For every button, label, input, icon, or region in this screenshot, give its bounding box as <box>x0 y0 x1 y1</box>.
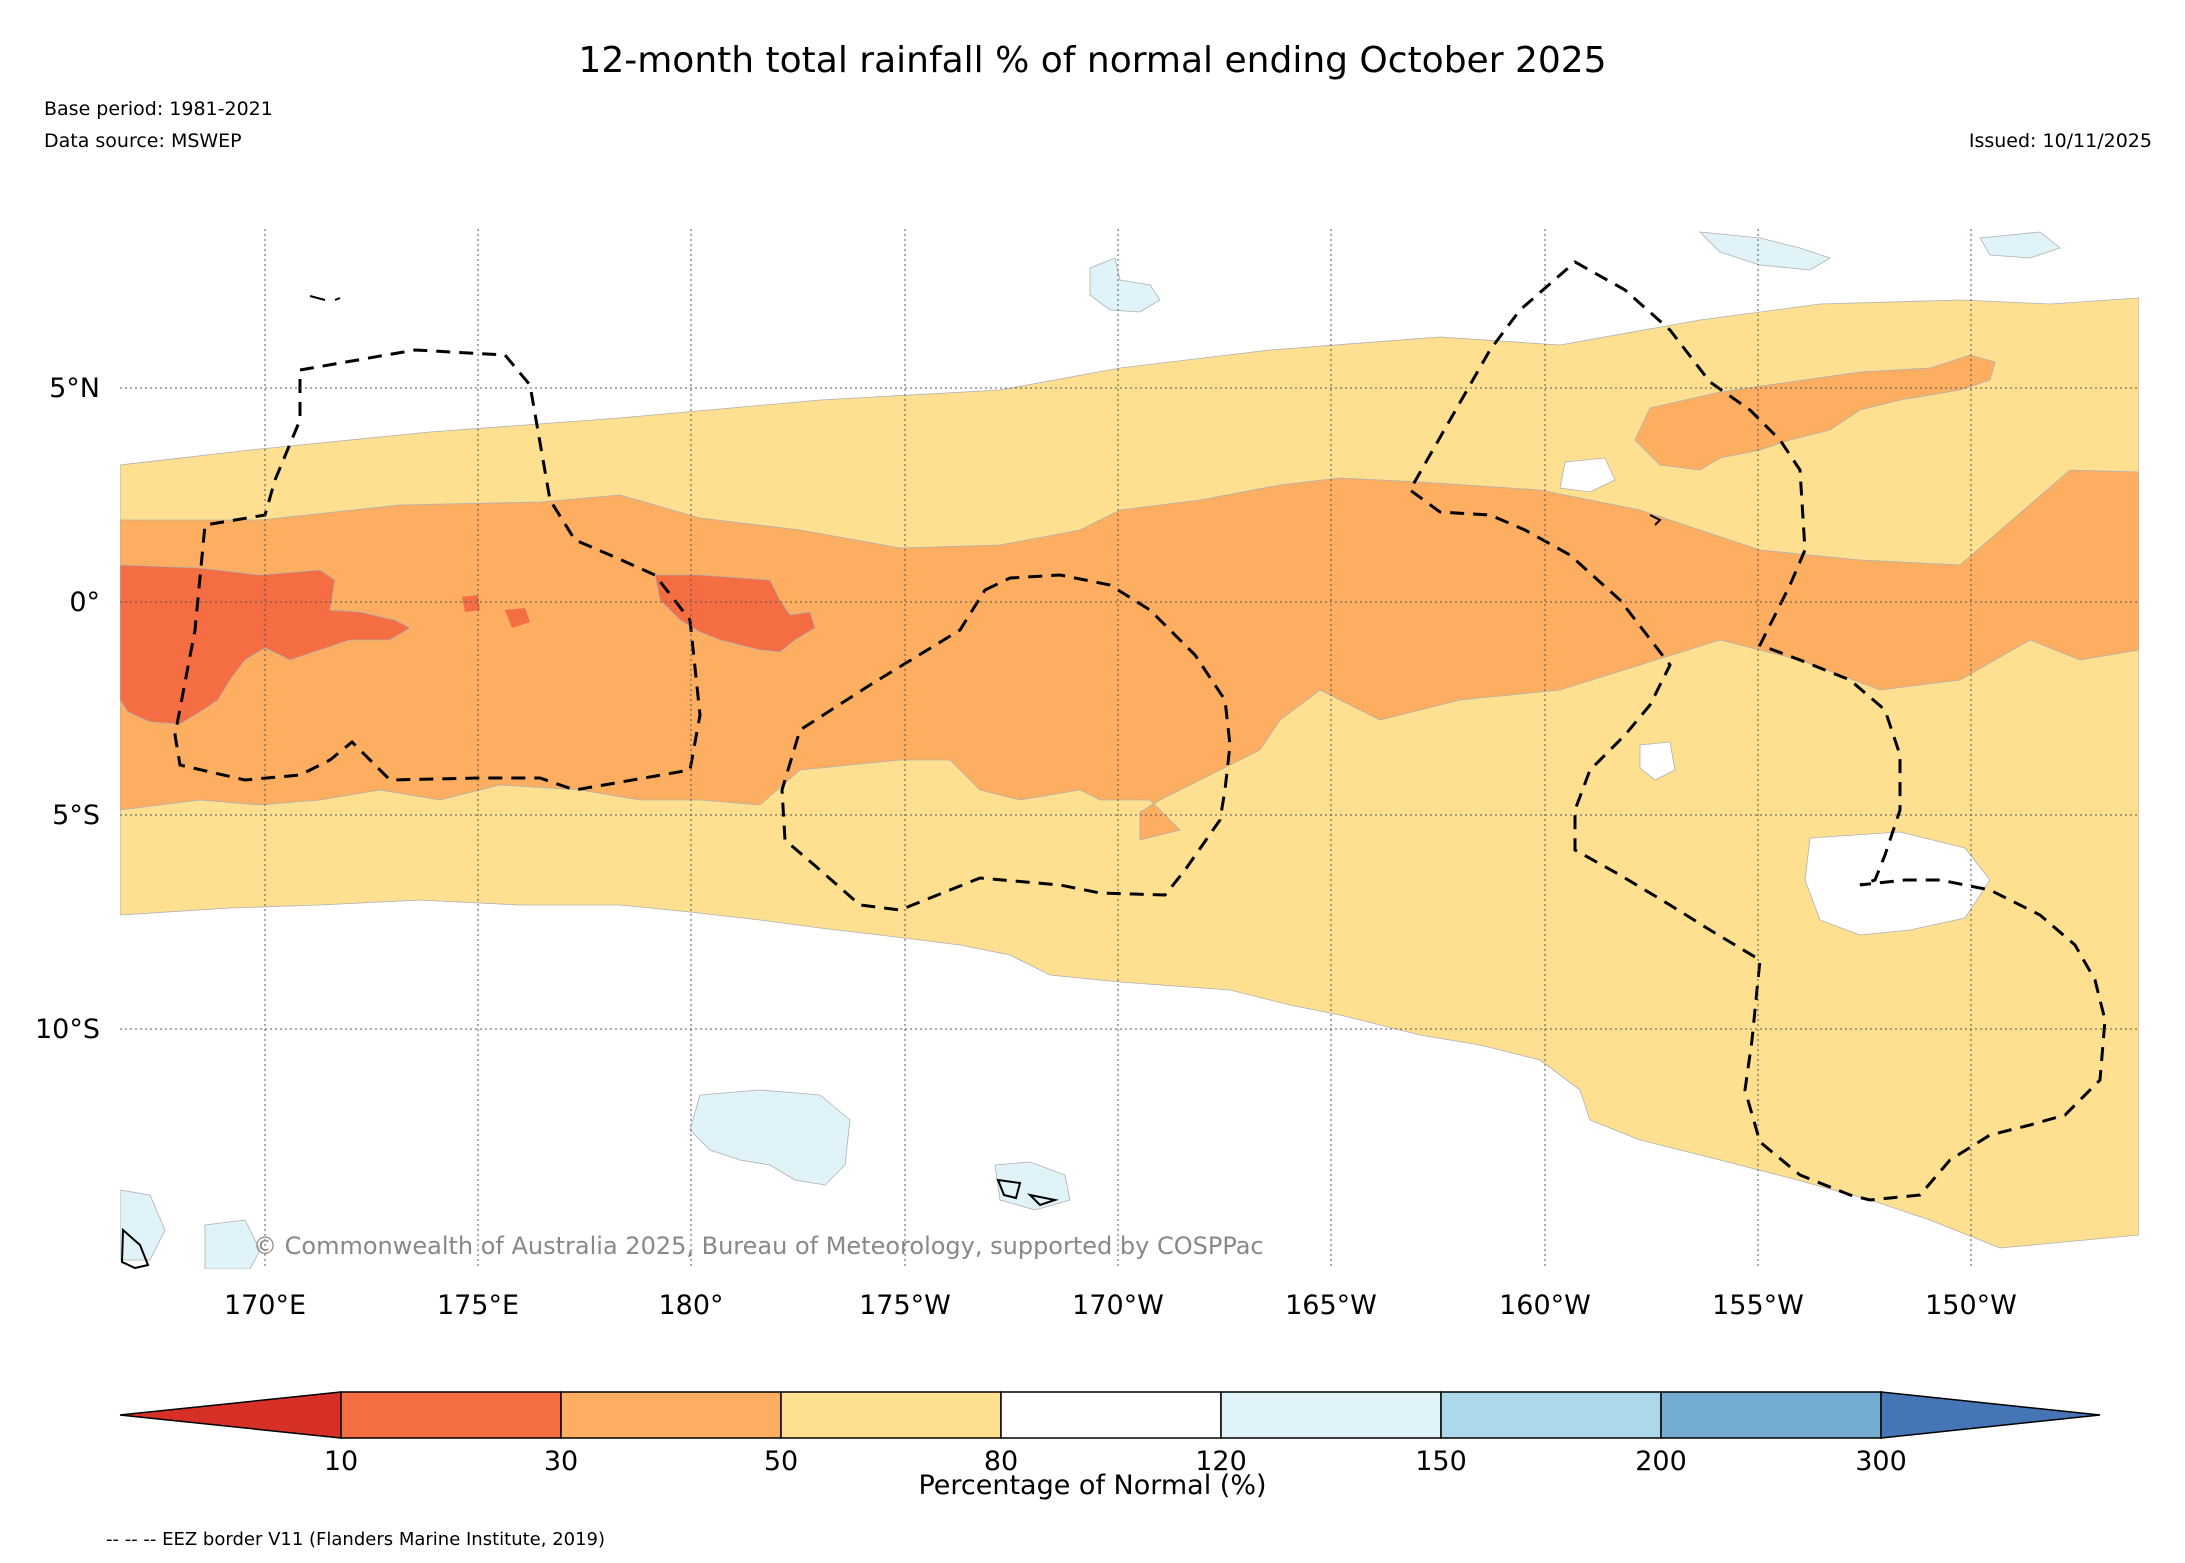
colorbar-tick: 10 <box>324 1446 358 1477</box>
eez-borders <box>173 260 2107 1202</box>
issued-date: Issued: 10/11/2025 <box>1968 130 2152 152</box>
lon-label: 165°W <box>1285 1290 1377 1321</box>
data-source: Data source: MSWEP <box>44 130 242 152</box>
colorbar-segment <box>780 1391 1002 1439</box>
graticule <box>120 229 2139 1269</box>
lon-label: 180° <box>658 1290 723 1321</box>
region-80-120-patch <box>1559 457 1616 493</box>
colorbar-segment <box>1660 1391 1882 1439</box>
base-period: Base period: 1981-2021 <box>44 98 273 120</box>
colorbar-tick: 80 <box>984 1446 1018 1477</box>
lon-label: 155°W <box>1712 1290 1804 1321</box>
eez-legend: -- -- -- EEZ border V11 (Flanders Marine… <box>106 1529 606 1550</box>
page-title: 12-month total rainfall % of normal endi… <box>578 40 1607 81</box>
colorbar: 10 30 50 80 120 150 200 300 <box>119 1391 2101 1477</box>
lon-label: 175°W <box>859 1290 951 1321</box>
island-outline <box>120 1227 150 1269</box>
colorbar-tick: 50 <box>764 1446 798 1477</box>
lat-label: 10°S <box>35 1014 100 1045</box>
lat-label: 5°S <box>52 800 100 831</box>
region-120-150 <box>204 1219 261 1269</box>
region-120-150 <box>1698 231 1831 271</box>
region-80-120-patch <box>1804 831 1991 936</box>
region-120-150 <box>120 1189 166 1261</box>
colorbar-tick: 150 <box>1415 1446 1467 1477</box>
lon-label: 170°E <box>224 1290 306 1321</box>
region-10-30-spot <box>462 595 480 612</box>
eez-border-kiribati-phoenix <box>780 573 1232 912</box>
colorbar-segment <box>560 1391 782 1439</box>
island-outline <box>1649 514 1662 526</box>
colorbar-tick: 120 <box>1195 1446 1247 1477</box>
island-outline <box>1026 1193 1059 1207</box>
colorbar-segment <box>1440 1391 1662 1439</box>
colorbar-segment <box>1220 1391 1442 1439</box>
region-10-30-dateline <box>654 574 816 653</box>
colorbar-tick: 200 <box>1635 1446 1687 1477</box>
island-outline <box>996 1178 1022 1200</box>
rainfall-field <box>120 229 2139 1269</box>
lon-label: 160°W <box>1499 1290 1591 1321</box>
colorbar-tick: 300 <box>1855 1446 1907 1477</box>
region-120-150 <box>689 1089 851 1186</box>
colorbar-label: Percentage of Normal (%) <box>918 1470 1267 1501</box>
eez-border-line-islands <box>1408 260 2107 1202</box>
colorbar-extend-low <box>119 1391 342 1439</box>
region-30-50-northeast <box>1634 354 1996 471</box>
lon-label: 150°W <box>1925 1290 2017 1321</box>
lat-label: 5°N <box>49 373 100 404</box>
region-120-150 <box>1979 231 2061 259</box>
lon-label: 175°E <box>437 1290 519 1321</box>
lat-label: 0° <box>69 587 100 618</box>
lon-label: 170°W <box>1072 1290 1164 1321</box>
region-120-150 <box>1089 257 1161 313</box>
eez-border-kiribati-gilberts <box>173 348 702 792</box>
island-outlines <box>120 295 1662 1269</box>
colorbar-segment <box>1000 1391 1222 1439</box>
region-10-30-spot <box>505 608 530 628</box>
region-80-120-patch <box>1639 741 1676 781</box>
colorbar-segment <box>340 1391 562 1439</box>
colorbar-tick: 30 <box>544 1446 578 1477</box>
copyright-credit: © Commonwealth of Australia 2025, Bureau… <box>253 1232 1264 1260</box>
colorbar-extend-high <box>1880 1391 2101 1439</box>
island-outline <box>309 295 341 301</box>
